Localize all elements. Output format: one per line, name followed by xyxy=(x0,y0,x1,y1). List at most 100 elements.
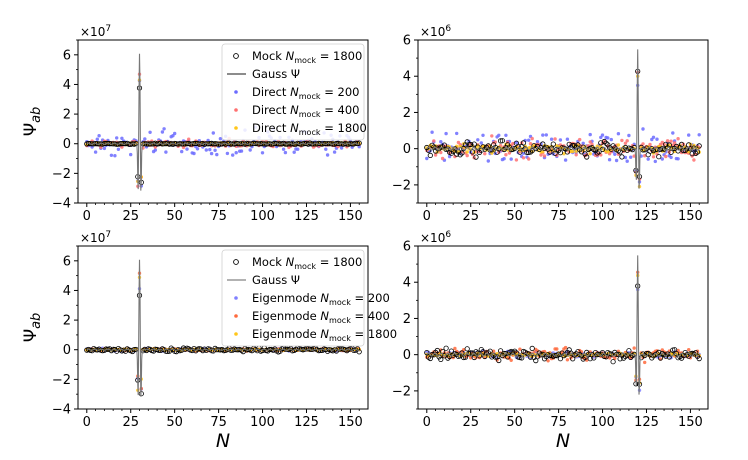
label-part: = 1800 xyxy=(316,49,362,63)
data-point xyxy=(603,140,609,146)
x-tick-label: 150 xyxy=(338,209,363,224)
data-point xyxy=(696,143,702,149)
data-point xyxy=(588,152,592,156)
data-point xyxy=(665,139,670,143)
x-tick-label: 25 xyxy=(462,415,479,430)
data-point xyxy=(648,142,652,147)
data-point xyxy=(499,138,505,144)
legend-circle-marker xyxy=(233,259,239,265)
data-point xyxy=(483,152,487,156)
legend-entry: Direct Nmock = 200 xyxy=(234,85,359,101)
data-point xyxy=(316,347,322,354)
data-point xyxy=(676,157,680,161)
data-point xyxy=(514,158,519,162)
data-point xyxy=(115,136,119,140)
data-point xyxy=(487,147,493,153)
y-label-main: Ψ xyxy=(21,123,41,136)
data-point xyxy=(582,354,588,360)
data-point xyxy=(689,151,695,157)
data-point xyxy=(660,157,664,161)
data-point xyxy=(623,141,628,145)
data-point xyxy=(523,138,527,143)
label-part: N xyxy=(320,291,329,305)
data-point xyxy=(565,137,570,141)
label-part: N xyxy=(286,49,295,63)
label-part: = 200 xyxy=(351,291,390,305)
data-point xyxy=(441,142,447,148)
series-mock-n-mock-1800 xyxy=(424,68,702,180)
data-point xyxy=(97,134,101,138)
data-point xyxy=(629,155,633,159)
y-tick-label: −2 xyxy=(392,384,411,399)
data-point xyxy=(462,348,466,352)
data-point xyxy=(248,148,252,152)
y-tick-label: 6 xyxy=(403,34,411,49)
data-point xyxy=(427,152,433,158)
label-part: Eigenmode xyxy=(252,327,320,341)
data-point xyxy=(462,142,469,148)
data-point xyxy=(640,351,646,357)
legend-dot-marker xyxy=(234,108,238,112)
data-point xyxy=(95,137,100,141)
data-point xyxy=(162,127,166,131)
legend: Mock Nmock = 1800 Gauss Ψ Eigenmode Nmock … xyxy=(221,249,397,347)
data-point xyxy=(441,353,447,359)
data-point xyxy=(425,156,429,161)
legend-label: Mock Nmock = 1800 xyxy=(252,255,362,271)
y-tick-label: 2 xyxy=(63,314,71,329)
data-point xyxy=(102,146,107,151)
y-tick-label: 6 xyxy=(63,48,71,63)
x-tick-label: 75 xyxy=(210,415,227,430)
data-point xyxy=(574,153,578,157)
series-eigenmode-n-mock-1800 xyxy=(425,273,701,385)
data-point xyxy=(200,347,206,354)
x-tick-label: 25 xyxy=(122,209,139,224)
data-point xyxy=(676,137,680,141)
x-tick-label: 25 xyxy=(122,415,139,430)
multiplier-exponent: 7 xyxy=(105,230,111,240)
label-part: Direct xyxy=(252,85,290,99)
label-subscript: mock xyxy=(329,316,351,325)
x-axis-label: N xyxy=(556,430,570,452)
data-point xyxy=(588,140,592,144)
y-tick-label: 0 xyxy=(403,348,411,363)
legend-label: Mock Nmock = 1800 xyxy=(252,49,362,65)
data-point xyxy=(213,148,217,152)
legend-label: Direct Nmock = 400 xyxy=(252,103,359,119)
legend-entry: Gauss Ψ xyxy=(227,67,300,81)
x-tick-label: 100 xyxy=(250,415,275,430)
data-point xyxy=(558,138,563,142)
data-point xyxy=(453,346,457,351)
data-point xyxy=(520,141,524,145)
data-point xyxy=(653,159,657,164)
legend: Mock Nmock = 1800 Gauss Ψ Direct Nmock = 2… xyxy=(221,43,367,141)
data-point xyxy=(514,140,519,145)
y-label-subscript: ab xyxy=(29,107,44,123)
data-point xyxy=(669,155,673,160)
x-tick-label: 150 xyxy=(678,415,703,430)
data-point xyxy=(550,141,556,147)
label-part: Mock xyxy=(252,255,286,269)
data-point xyxy=(616,152,621,156)
label-subscript: mock xyxy=(294,262,316,271)
multiplier-base: ×10 xyxy=(80,25,105,39)
data-point xyxy=(487,348,493,354)
data-point xyxy=(445,355,451,361)
data-point xyxy=(215,152,219,157)
data-point xyxy=(105,140,111,146)
data-point xyxy=(503,145,509,151)
y-tick-label: −2 xyxy=(52,373,71,388)
gauss-psi-line xyxy=(426,49,700,189)
data-point xyxy=(356,349,362,355)
data-point xyxy=(225,151,230,156)
legend-entry: Direct Nmock = 1800 xyxy=(234,121,367,137)
data-point xyxy=(615,351,622,357)
label-part: = 400 xyxy=(351,309,390,323)
label-part: N xyxy=(290,121,299,135)
data-point xyxy=(588,132,592,137)
data-point xyxy=(471,354,477,361)
data-point xyxy=(697,150,701,154)
data-point xyxy=(662,142,666,147)
x-tick-label: 100 xyxy=(250,209,275,224)
data-point xyxy=(254,348,260,354)
